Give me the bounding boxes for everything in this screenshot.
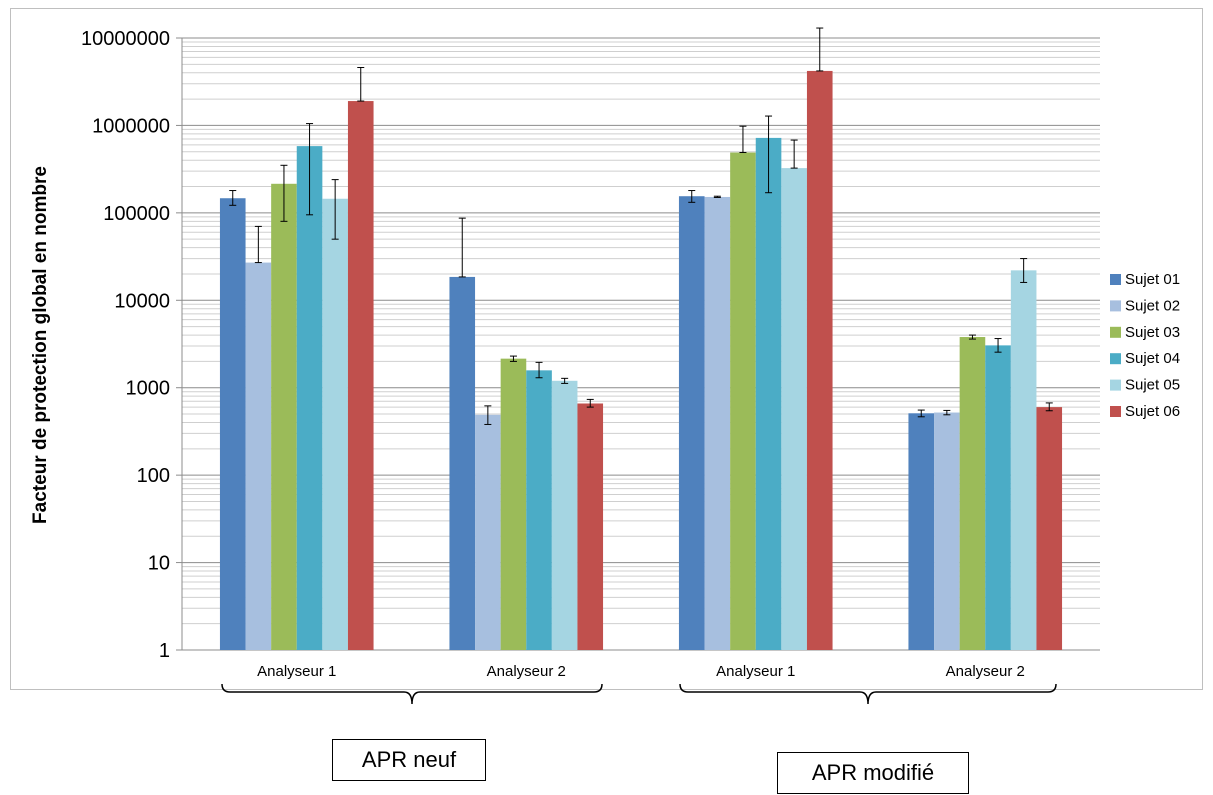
legend-label: Sujet 03 [1125, 324, 1180, 341]
legend-swatch [1110, 300, 1121, 312]
bar [347, 101, 374, 650]
legend-swatch [1110, 274, 1121, 285]
legend-label: Sujet 05 [1125, 377, 1180, 394]
bar [1010, 270, 1037, 650]
legend-swatch [1110, 406, 1121, 417]
legend-swatch [1110, 326, 1121, 338]
bar [500, 358, 527, 650]
x-tick-label: Analyseur 1 [257, 663, 336, 680]
bar [934, 412, 960, 650]
bar [245, 262, 272, 650]
bar [577, 403, 604, 650]
y-tick-label: 100 [137, 465, 170, 487]
bar [730, 152, 756, 650]
y-tick-label: 1000 [126, 378, 171, 400]
x-tick-label: Analyseur 2 [946, 663, 1025, 680]
legend-label: Sujet 06 [1125, 403, 1180, 420]
bar [219, 198, 246, 650]
bar [551, 380, 578, 650]
bar [806, 70, 833, 650]
bar [526, 370, 552, 650]
group-brace-apr-neuf [221, 683, 603, 705]
y-tick-label: 10000000 [81, 28, 170, 50]
bar [959, 337, 986, 650]
bar [296, 146, 323, 650]
legend-swatch [1110, 353, 1121, 365]
bar [678, 196, 705, 650]
legend-swatch [1110, 379, 1121, 391]
y-tick-label: 10000 [114, 290, 170, 312]
y-tick-label: 1000000 [92, 115, 170, 137]
bar [1036, 407, 1063, 650]
bar [755, 137, 782, 650]
x-tick-label: Analyseur 2 [487, 663, 566, 680]
bar [985, 345, 1011, 650]
legend-label: Sujet 02 [1125, 297, 1180, 314]
y-tick-label: 10 [148, 553, 170, 575]
group-brace-apr-modifie [679, 683, 1057, 705]
y-axis-title: Facteur de protection global en nombre [30, 166, 51, 524]
bar [449, 276, 476, 650]
bar [704, 196, 731, 651]
group-label-apr-modifie: APR modifié [777, 752, 969, 794]
bar [271, 183, 297, 650]
bar [908, 413, 935, 650]
x-tick-label: Analyseur 1 [716, 663, 795, 680]
bar [322, 198, 348, 650]
chart-area [10, 8, 1203, 690]
bar [475, 414, 501, 650]
y-tick-label: 1 [159, 640, 170, 662]
group-label-apr-neuf: APR neuf [332, 739, 486, 781]
legend-label: Sujet 04 [1125, 350, 1180, 367]
y-tick-label: 100000 [103, 203, 170, 225]
bar [781, 168, 807, 650]
legend-label: Sujet 01 [1125, 271, 1180, 288]
